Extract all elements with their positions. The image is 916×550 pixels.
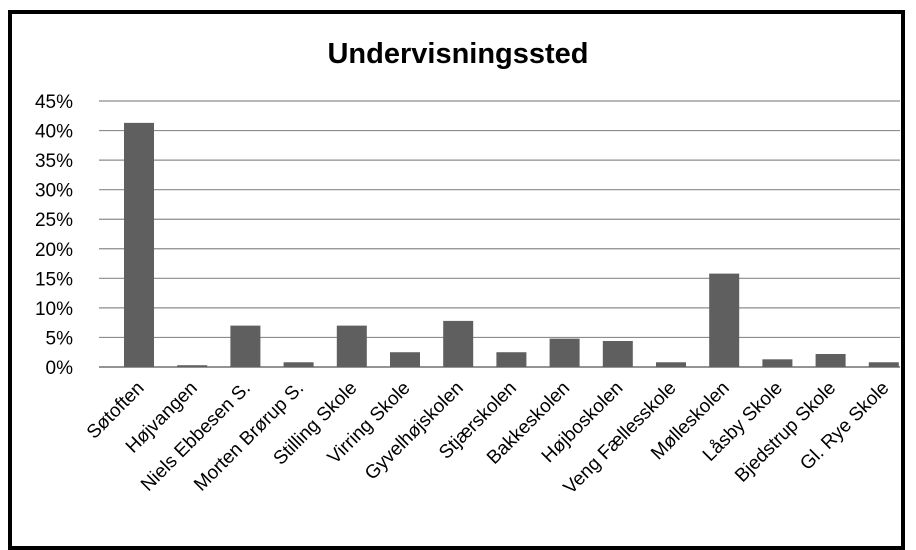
y-tick-label: 45%	[35, 92, 73, 113]
bar	[283, 362, 314, 367]
y-tick-label: 15%	[35, 269, 73, 290]
chart-frame	[8, 10, 905, 550]
y-tick-label: 40%	[35, 122, 73, 143]
y-tick-label: 25%	[35, 210, 73, 231]
bar	[177, 365, 208, 367]
y-tick-label: 5%	[46, 328, 74, 349]
bar	[336, 325, 367, 367]
y-tick-label: 10%	[35, 299, 73, 320]
bar	[815, 353, 846, 367]
bar	[762, 359, 793, 367]
bar	[390, 352, 420, 367]
y-tick-label: 30%	[35, 181, 73, 202]
bar	[549, 338, 580, 367]
y-tick-label: 20%	[35, 240, 73, 261]
y-tick-label: 0%	[46, 358, 74, 379]
bar	[230, 325, 261, 367]
bar	[124, 122, 154, 367]
chart-title: Undervisningssted	[327, 38, 589, 70]
bar	[602, 340, 633, 367]
bar	[709, 273, 740, 367]
bar	[443, 320, 474, 367]
bar	[496, 352, 527, 367]
bar	[656, 362, 686, 367]
bar	[868, 362, 899, 367]
y-tick-label: 35%	[35, 151, 73, 172]
